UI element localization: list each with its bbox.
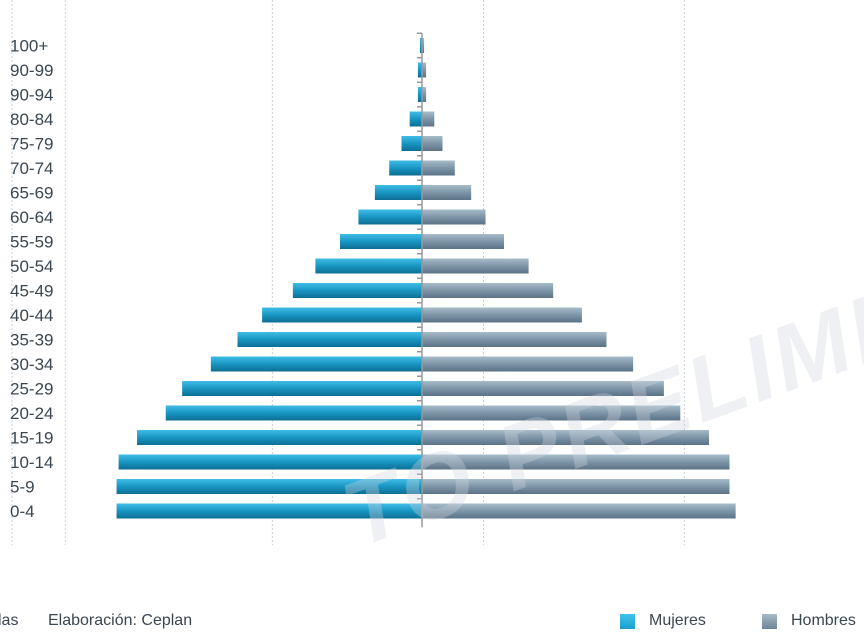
tick-label-35-39: 35-39 xyxy=(10,331,53,350)
bar-hombres-25-29 xyxy=(422,381,664,396)
legend-swatch-hombres xyxy=(762,613,777,629)
bar-mujeres-35-39 xyxy=(237,332,422,347)
bar-hombres-15-19 xyxy=(422,430,709,445)
tick-label-80-84: 80-84 xyxy=(10,110,53,129)
legend-swatch-mujeres xyxy=(620,613,635,629)
bar-mujeres-15-19 xyxy=(137,430,423,445)
legend-label-mujeres: Mujeres xyxy=(649,612,706,629)
bar-mujeres-70-74 xyxy=(389,160,422,176)
tick-label-65-69: 65-69 xyxy=(10,184,53,203)
tick-label-0-4: 0-4 xyxy=(10,502,35,521)
bar-mujeres-55-59 xyxy=(340,234,422,249)
tick-label-5-9: 5-9 xyxy=(10,478,35,497)
tick-label-90-99: 90-99 xyxy=(10,61,53,80)
tick-label-40-44: 40-44 xyxy=(10,306,53,325)
tick-label-60-64: 60-64 xyxy=(10,208,53,227)
tick-label-55-59: 55-59 xyxy=(10,233,53,252)
bar-hombres-55-59 xyxy=(422,234,504,249)
bar-mujeres-10-14 xyxy=(118,454,422,470)
bar-mujeres-75-79 xyxy=(401,136,422,151)
bar-mujeres-50-54 xyxy=(315,258,422,274)
credit-text: Elaboración: Ceplan xyxy=(48,612,193,629)
bar-mujeres-90-94 xyxy=(417,87,422,102)
tick-label-45-49: 45-49 xyxy=(10,282,53,301)
bar-mujeres-25-29 xyxy=(182,381,422,396)
tick-label-100+: 100+ xyxy=(10,37,48,56)
bar-mujeres-60-64 xyxy=(358,209,422,225)
bar-mujeres-80-84 xyxy=(409,111,422,127)
bar-hombres-65-69 xyxy=(422,185,472,200)
tick-label-15-19: 15-19 xyxy=(10,429,53,448)
bar-mujeres-20-24 xyxy=(165,405,422,421)
tick-label-70-74: 70-74 xyxy=(10,159,53,178)
tick-label-25-29: 25-29 xyxy=(10,380,53,399)
bar-hombres-40-44 xyxy=(422,307,582,323)
bar-hombres-80-84 xyxy=(422,111,435,127)
bar-hombres-90-99 xyxy=(422,62,427,78)
bar-mujeres-40-44 xyxy=(262,307,422,323)
bar-hombres-5-9 xyxy=(422,479,730,494)
bar-hombres-45-49 xyxy=(422,283,554,298)
bar-hombres-30-34 xyxy=(422,356,634,372)
bar-mujeres-100+ xyxy=(419,38,422,53)
bar-hombres-60-64 xyxy=(422,209,486,225)
bar-hombres-90-94 xyxy=(422,87,427,102)
tick-label-10-14: 10-14 xyxy=(10,453,53,472)
legend-item-mujeres: Mujeres xyxy=(620,612,706,630)
tick-label-75-79: 75-79 xyxy=(10,135,53,154)
legend-label-hombres: Hombres xyxy=(791,612,856,629)
bar-mujeres-65-69 xyxy=(374,185,422,200)
tick-label-90-94: 90-94 xyxy=(10,86,53,105)
bar-mujeres-0-4 xyxy=(116,503,423,519)
bar-hombres-70-74 xyxy=(422,160,455,176)
bar-mujeres-90-99 xyxy=(417,62,422,78)
legend-item-hombres: Hombres xyxy=(762,612,856,630)
population-pyramid-chart: 100+ 90-99 90-94 80-84 75-79 70-74 65-69 60-64 5… xyxy=(10,0,736,545)
bar-hombres-10-14 xyxy=(422,454,730,470)
bar-hombres-75-79 xyxy=(422,136,443,151)
bar-mujeres-30-34 xyxy=(210,356,422,372)
bar-mujeres-45-49 xyxy=(292,283,422,298)
bar-hombres-35-39 xyxy=(422,332,607,347)
bar-mujeres-5-9 xyxy=(116,479,423,494)
bar-hombres-50-54 xyxy=(422,258,529,274)
tick-label-30-34: 30-34 xyxy=(10,355,53,374)
source-fragment: las xyxy=(0,612,19,629)
bar-hombres-0-4 xyxy=(422,503,736,519)
tick-label-20-24: 20-24 xyxy=(10,404,53,423)
tick-label-50-54: 50-54 xyxy=(10,257,53,276)
bar-hombres-20-24 xyxy=(422,405,681,421)
bar-hombres-100+ xyxy=(422,38,425,53)
